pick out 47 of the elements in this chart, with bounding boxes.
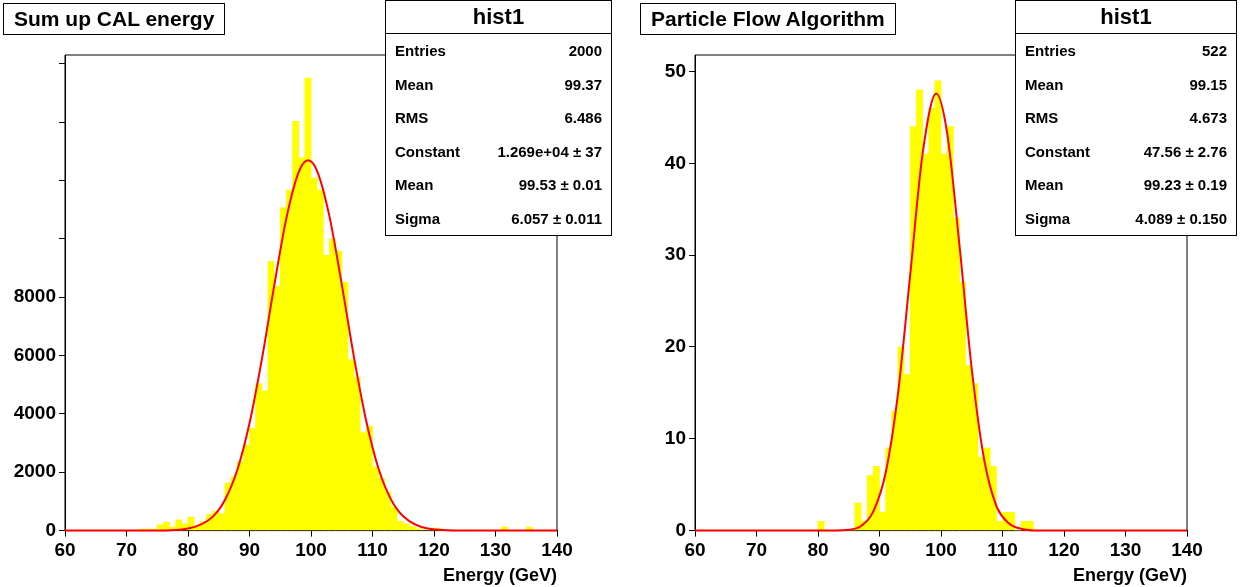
text: Entries 522 bbox=[1025, 42, 1227, 60]
x-tick-label: 90 bbox=[238, 539, 261, 561]
text: Constant 47.56 ± 2.76 bbox=[1025, 142, 1227, 160]
text: Mean 99.15 bbox=[1025, 75, 1227, 93]
y-tick-label: 10 bbox=[664, 427, 686, 449]
text: Mean 99.53 ± 0.01 bbox=[395, 176, 602, 194]
y-tick-label: 8000 bbox=[13, 285, 56, 307]
y-tick-label: 2000 bbox=[13, 460, 56, 482]
text: hist1 bbox=[1016, 1, 1236, 34]
text: Constant 1.269e+04 ± 37 bbox=[395, 142, 602, 160]
y-tick-label: 0 bbox=[675, 518, 686, 540]
x-tick-label: 80 bbox=[807, 539, 829, 561]
y-tick-label: 40 bbox=[664, 151, 686, 173]
text: Sigma 6.057 ± 0.011 bbox=[395, 209, 602, 227]
y-tick-label: 6000 bbox=[13, 343, 56, 365]
x-axis-title: Energy (GeV) bbox=[1072, 565, 1187, 586]
y-tick-label: 30 bbox=[664, 243, 686, 265]
x-tick-label: 120 bbox=[1048, 539, 1080, 561]
x-tick-label: 130 bbox=[1109, 539, 1142, 561]
x-tick-label: 110 bbox=[987, 539, 1018, 561]
x-tick-label: 70 bbox=[115, 539, 138, 561]
text: RMS 6.486 bbox=[395, 109, 602, 127]
x-tick-label: 60 bbox=[684, 539, 706, 561]
x-tick-label: 140 bbox=[1171, 539, 1203, 561]
x-tick-label: 130 bbox=[479, 539, 512, 561]
x-tick-label: 70 bbox=[745, 539, 768, 561]
x-tick-label: 140 bbox=[541, 539, 573, 561]
text: Entries 2000 bbox=[395, 42, 602, 60]
y-tick-label: 50 bbox=[664, 59, 686, 81]
x-tick-label: 90 bbox=[868, 539, 891, 561]
x-axis-title: Energy (GeV) bbox=[442, 565, 557, 586]
chart-title: Sum up CAL energy bbox=[3, 3, 226, 35]
text: Mean 99.23 ± 0.19 bbox=[1025, 176, 1227, 194]
y-tick-label: 0 bbox=[45, 518, 56, 540]
text: Sigma 4.089 ± 0.150 bbox=[1025, 209, 1227, 227]
y-tick-label: 20 bbox=[664, 335, 686, 357]
x-tick-label: 100 bbox=[295, 539, 327, 561]
text: Mean 99.37 bbox=[395, 75, 602, 93]
x-tick-label: 110 bbox=[357, 539, 388, 561]
chart-title: Particle Flow Algorithm bbox=[640, 3, 896, 35]
y-tick-label: 4000 bbox=[13, 402, 56, 424]
x-tick-label: 120 bbox=[418, 539, 450, 561]
x-tick-label: 80 bbox=[177, 539, 199, 561]
x-tick-label: 100 bbox=[925, 539, 957, 561]
x-tick-label: 60 bbox=[54, 539, 76, 561]
text: hist1 bbox=[386, 1, 611, 34]
text: RMS 4.673 bbox=[1025, 109, 1227, 127]
